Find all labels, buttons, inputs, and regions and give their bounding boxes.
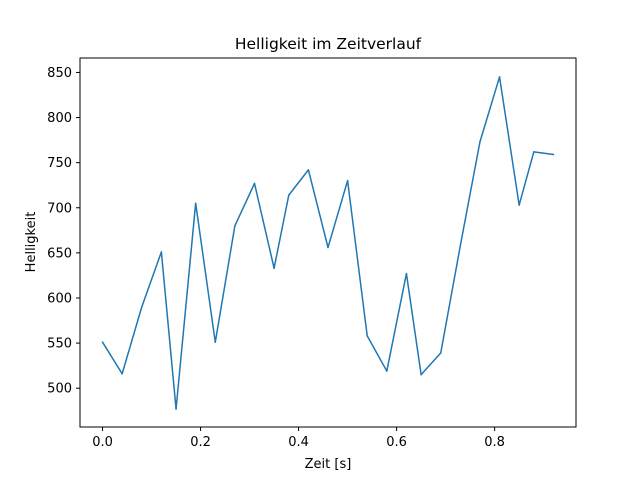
y-axis: 500 550 600 650 700 750 800 850 — [47, 66, 80, 397]
data-point — [253, 182, 256, 185]
plot-area — [101, 76, 555, 410]
y-axis-label: Helligkeit — [24, 212, 39, 273]
data-point — [214, 341, 217, 343]
data-point — [160, 251, 163, 253]
chart-title: Helligkeit im Zeitverlauf — [235, 35, 422, 53]
data-point — [101, 341, 104, 343]
series-line — [101, 76, 554, 410]
y-tick-label: 750 — [47, 156, 72, 171]
data-point — [552, 153, 555, 156]
data-point — [273, 267, 275, 270]
y-tick-label: 500 — [47, 382, 72, 397]
data-point — [405, 272, 408, 275]
data-point — [459, 244, 462, 247]
y-tick-label: 800 — [47, 111, 72, 126]
data-point — [194, 202, 197, 205]
data-point — [140, 306, 143, 308]
y-tick-label: 850 — [47, 66, 72, 81]
data-point — [479, 141, 481, 143]
y-tick-label: 600 — [47, 291, 72, 306]
y-tick-label: 550 — [47, 337, 72, 352]
data-point — [533, 151, 535, 153]
data-point — [234, 225, 236, 227]
data-point — [498, 76, 501, 78]
data-point — [327, 246, 329, 249]
axes-frame — [79, 57, 577, 428]
data-point — [518, 204, 520, 206]
data-point — [366, 335, 369, 337]
x-tick-label: 0.4 — [288, 435, 309, 450]
data-point — [439, 352, 442, 354]
x-tick-label: 0.2 — [190, 435, 211, 450]
data-point — [287, 194, 290, 196]
data-point — [307, 169, 310, 171]
data-point — [175, 408, 177, 410]
y-tick-label: 650 — [47, 246, 72, 261]
data-point — [420, 373, 422, 376]
x-axis-label: Zeit [s] — [305, 457, 352, 472]
data-point — [386, 370, 388, 372]
data-point — [121, 372, 123, 375]
x-tick-label: 0.6 — [386, 435, 407, 450]
data-point — [346, 179, 349, 182]
x-axis: 0.0 0.2 0.4 0.6 0.8 — [92, 427, 505, 450]
x-tick-label: 0.0 — [92, 435, 113, 450]
y-tick-label: 700 — [47, 201, 72, 216]
x-tick-label: 0.8 — [484, 435, 505, 450]
